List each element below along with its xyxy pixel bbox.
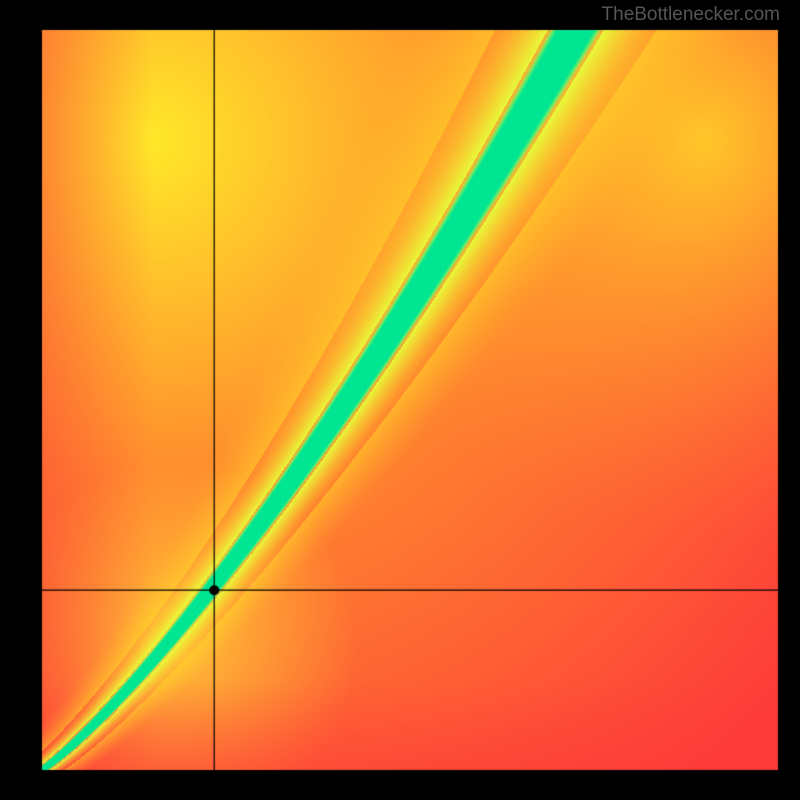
watermark-text: TheBottlenecker.com xyxy=(602,4,780,26)
heatmap-plot xyxy=(0,0,800,800)
